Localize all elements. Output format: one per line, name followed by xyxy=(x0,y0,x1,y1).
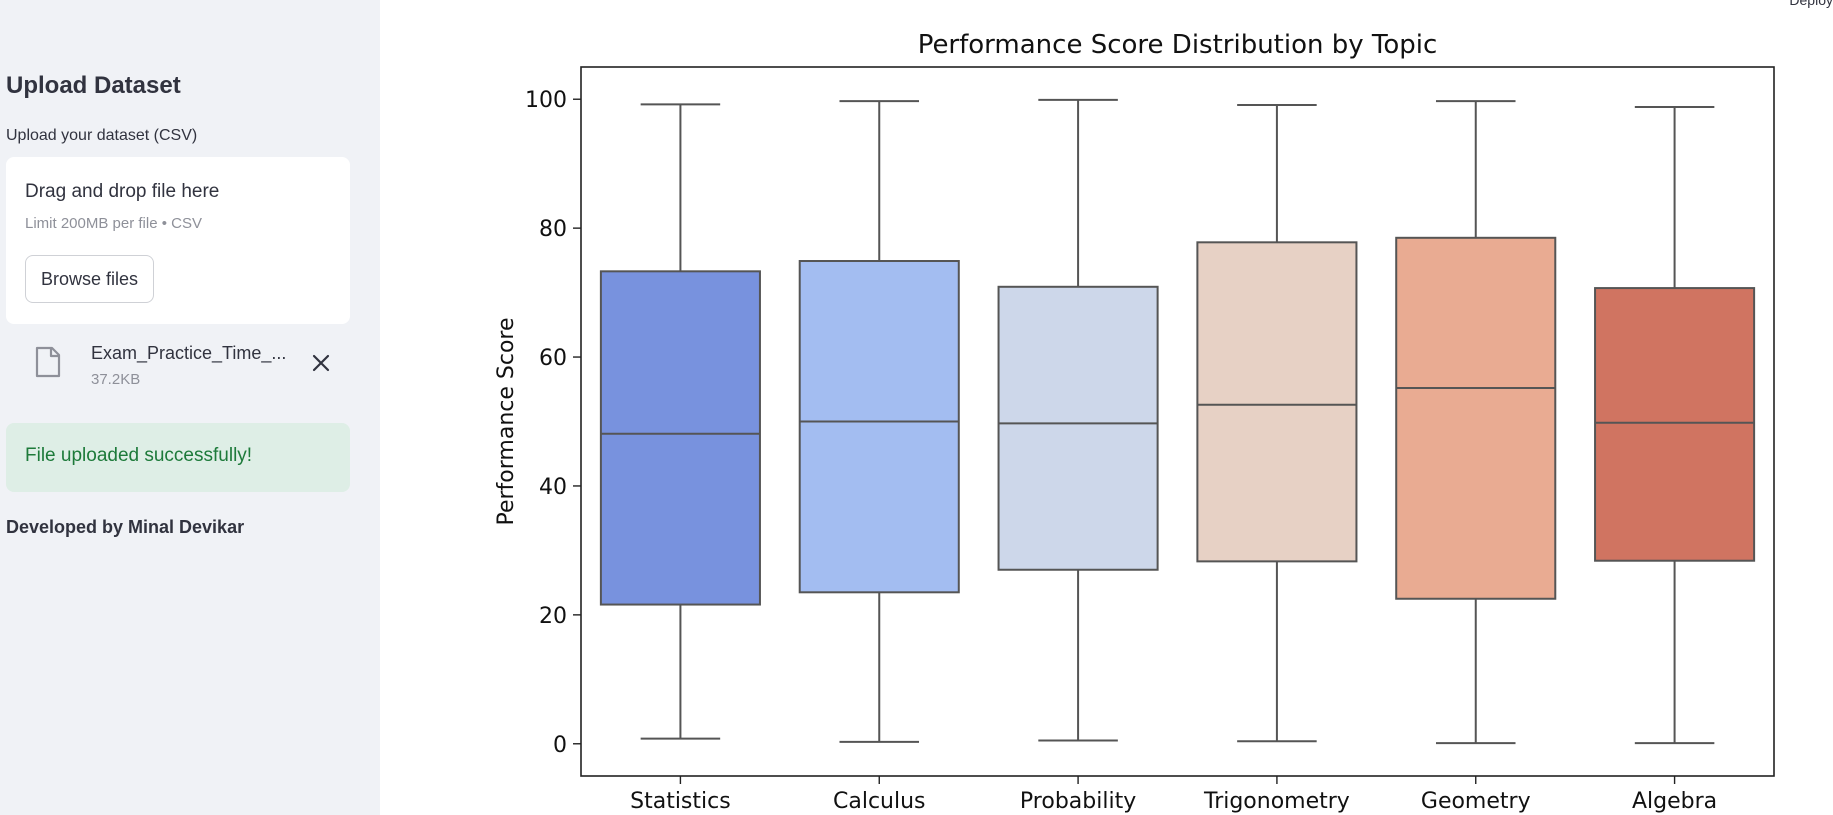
success-message: File uploaded successfully! xyxy=(25,445,253,466)
dropzone-title: Drag and drop file here xyxy=(25,181,220,202)
file-name: Exam_Practice_Time_... xyxy=(91,343,287,363)
box-probability xyxy=(997,285,1159,571)
developer-credit: Developed by Minal Devikar xyxy=(6,517,245,537)
x-tick-label: Calculus xyxy=(833,789,926,814)
sidebar: Upload Dataset Upload your dataset (CSV)… xyxy=(0,0,380,815)
y-tick-label: 100 xyxy=(525,88,567,113)
x-tick-label: Statistics xyxy=(630,789,731,814)
x-tick-label: Trigonometry xyxy=(1203,789,1350,814)
y-tick-label: 20 xyxy=(539,604,567,629)
y-tick-label: 60 xyxy=(539,346,567,371)
deploy-button[interactable]: Deploy xyxy=(1789,0,1833,8)
uploaded-file-item: Exam_Practice_Time_... 37.2KB xyxy=(6,340,350,392)
box-plot-chart: Performance Score Distribution by Topic P… xyxy=(494,30,1775,814)
box-algebra xyxy=(1594,287,1756,562)
browse-files-button[interactable]: Browse files xyxy=(25,255,154,303)
box-geometry xyxy=(1395,236,1557,600)
file-dropzone[interactable]: Drag and drop file here Limit 200MB per … xyxy=(6,157,350,324)
remove-file-icon[interactable] xyxy=(306,348,336,378)
file-size: 37.2KB xyxy=(91,371,141,388)
dropzone-limit: Limit 200MB per file • CSV xyxy=(25,215,202,232)
upload-label: Upload your dataset (CSV) xyxy=(6,127,198,144)
file-icon xyxy=(35,346,61,378)
y-tick-label: 40 xyxy=(539,475,567,500)
x-tick-label: Probability xyxy=(1020,789,1136,814)
box-statistics xyxy=(599,270,761,606)
y-tick-label: 80 xyxy=(539,217,567,242)
x-tick-label: Algebra xyxy=(1632,789,1717,814)
plot-area xyxy=(580,66,1775,777)
success-alert: File uploaded successfully! xyxy=(6,423,350,492)
y-axis-label: Performance Score xyxy=(494,317,519,525)
box-trigonometry xyxy=(1196,241,1358,563)
sidebar-title: Upload Dataset xyxy=(6,72,181,99)
chart-title: Performance Score Distribution by Topic xyxy=(918,30,1438,60)
main-content: Deploy Performance Score Distribution by… xyxy=(380,0,1833,815)
y-tick-label: 0 xyxy=(553,733,567,758)
x-tick-label: Geometry xyxy=(1421,789,1531,814)
box-calculus xyxy=(798,260,960,594)
